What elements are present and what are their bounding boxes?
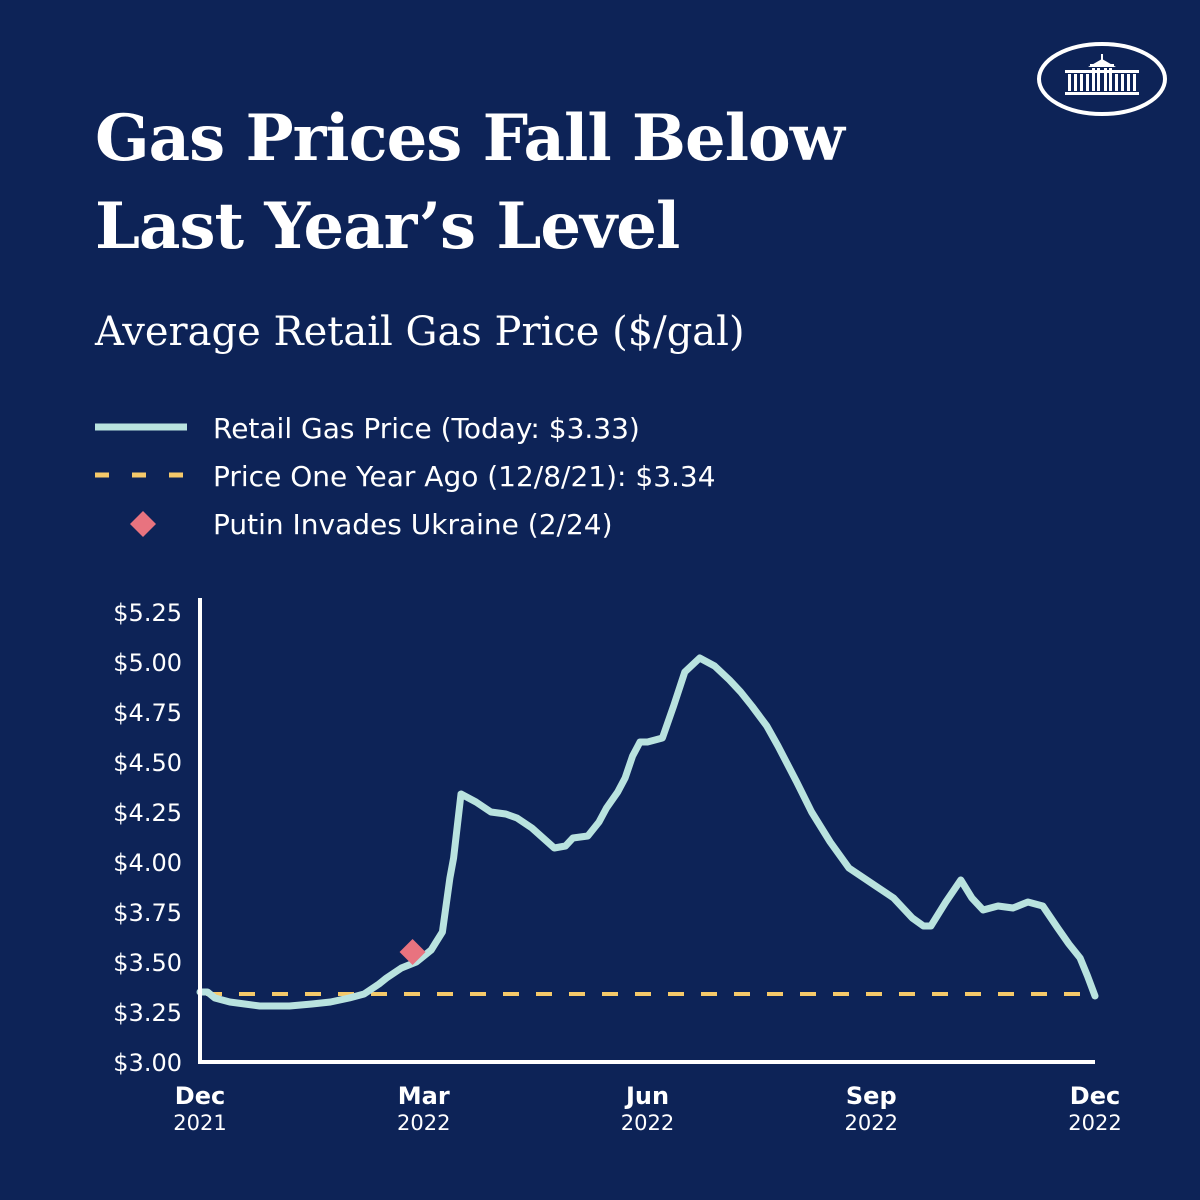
y-tick-label: $3.50 <box>113 949 182 977</box>
chart-subtitle: Average Retail Gas Price ($/gal) <box>95 309 745 355</box>
chart-title-line-1: Gas Prices Fall Below <box>95 101 845 176</box>
x-tick-label-year: 2022 <box>397 1111 450 1135</box>
legend-diamond-swatch <box>130 511 156 537</box>
chart-title-line-2: Last Year’s Level <box>95 189 680 264</box>
x-tick-label-year: 2022 <box>621 1111 674 1135</box>
legend-label-retail: Retail Gas Price (Today: $3.33) <box>213 412 640 445</box>
y-tick-label: $3.25 <box>113 999 182 1027</box>
y-tick-label: $5.25 <box>113 599 182 627</box>
legend-label-invasion: Putin Invades Ukraine (2/24) <box>213 508 613 541</box>
y-tick-label: $4.00 <box>113 849 182 877</box>
x-tick-label-month: Dec <box>175 1082 225 1110</box>
legend-item-retail: Retail Gas Price (Today: $3.33) <box>95 405 995 453</box>
white-house-logo <box>1037 42 1167 116</box>
y-axis-tick-labels: $3.00 $3.25 $3.50 $3.75 $4.00 $4.25 $4.50 $4.75… <box>113 599 182 1077</box>
chart-title: Gas Prices Fall Below Last Year’s Level <box>95 95 845 271</box>
x-tick-label-month: Sep <box>846 1082 897 1110</box>
series-line-retail-gas-price <box>196 654 1099 1010</box>
y-tick-label: $4.25 <box>113 799 182 827</box>
x-tick-label-month: Jun <box>624 1082 669 1110</box>
x-tick-label-year: 2021 <box>173 1111 226 1135</box>
legend: Retail Gas Price (Today: $3.33) Price On… <box>95 405 995 549</box>
y-tick-label: $4.75 <box>113 699 182 727</box>
y-tick-label: $3.00 <box>113 1049 182 1077</box>
legend-item-invasion: Putin Invades Ukraine (2/24) <box>95 501 995 549</box>
y-tick-label: $3.75 <box>113 899 182 927</box>
y-tick-label: $4.50 <box>113 749 182 777</box>
x-tick-label-month: Mar <box>398 1082 450 1110</box>
y-tick-label: $5.00 <box>113 649 182 677</box>
annotation-marker-putin-invades <box>399 939 426 965</box>
x-tick-label-year: 2022 <box>1068 1111 1121 1135</box>
legend-item-year-ago: Price One Year Ago (12/8/21): $3.34 <box>95 453 995 501</box>
x-tick-label-month: Dec <box>1070 1082 1120 1110</box>
legend-solid-line-swatch <box>95 423 187 431</box>
legend-label-year-ago: Price One Year Ago (12/8/21): $3.34 <box>213 460 716 493</box>
x-tick-label-year: 2022 <box>845 1111 898 1135</box>
legend-dashed-line-swatch <box>95 472 190 478</box>
